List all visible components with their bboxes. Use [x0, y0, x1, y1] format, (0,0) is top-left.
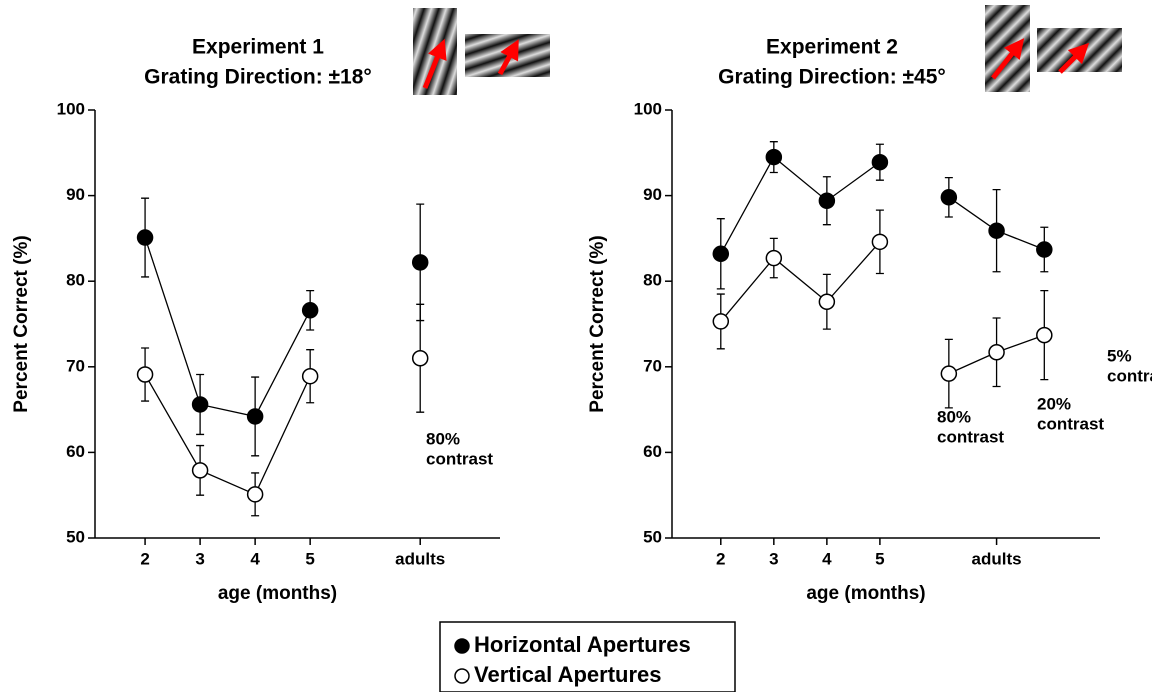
data-point: [136, 229, 154, 246]
data-point: [765, 249, 783, 267]
chart-title: Grating Direction: ±18°: [144, 66, 372, 89]
y-tick-label: 90: [66, 185, 85, 204]
x-tick-label: adults: [972, 549, 1022, 568]
y-tick-label: 70: [66, 356, 85, 375]
data-point: [191, 396, 209, 413]
x-tick-label: 3: [769, 549, 778, 568]
x-tick-label: 4: [250, 549, 260, 568]
x-axis-label: age (months): [806, 583, 925, 604]
data-point: [136, 366, 154, 383]
y-tick-label: 50: [66, 527, 85, 546]
legend-marker: [454, 668, 470, 684]
data-point: [411, 349, 429, 367]
annotation: contrast: [1037, 414, 1104, 433]
x-tick-label: 2: [716, 549, 725, 568]
data-point: [1036, 326, 1053, 344]
data-point: [191, 462, 209, 479]
chart-title: Experiment 1: [192, 36, 324, 59]
annotation: contrast: [426, 449, 493, 468]
x-tick-label: 5: [875, 549, 884, 568]
data-point: [246, 486, 264, 503]
y-axis-label: Percent Correct (%): [11, 235, 32, 412]
chart-title: Grating Direction: ±45°: [718, 66, 946, 89]
legend-marker: [454, 638, 470, 654]
data-point: [988, 222, 1005, 239]
data-point: [712, 313, 730, 330]
data-point: [940, 365, 958, 382]
data-point: [246, 408, 264, 425]
chart-title: Experiment 2: [766, 36, 898, 59]
annotation: 80%: [937, 407, 971, 426]
x-axis-label: age (months): [218, 583, 337, 604]
data-point: [301, 302, 319, 319]
y-tick-label: 90: [643, 185, 662, 204]
x-tick-label: 2: [140, 549, 149, 568]
annotation: 5%: [1107, 346, 1132, 365]
data-point: [818, 293, 836, 310]
y-tick-label: 50: [643, 527, 662, 546]
annotation: 80%: [426, 429, 460, 448]
data-point: [411, 254, 429, 271]
data-point: [940, 189, 958, 206]
y-tick-label: 100: [634, 99, 662, 118]
y-tick-label: 80: [66, 271, 85, 290]
y-tick-label: 70: [643, 356, 662, 375]
y-axis-label: Percent Correct (%): [587, 235, 608, 412]
y-tick-label: 60: [66, 442, 85, 461]
data-point: [1036, 241, 1053, 258]
annotation: contrast: [1107, 366, 1152, 385]
x-tick-label: 4: [822, 549, 832, 568]
stimulus-icons: [413, 5, 1122, 95]
annotation: contrast: [937, 427, 1004, 446]
x-tick-label: 5: [305, 549, 314, 568]
data-point: [818, 192, 836, 209]
series-line: [145, 238, 420, 417]
y-tick-label: 100: [57, 99, 85, 118]
data-point: [871, 153, 889, 171]
x-tick-label: 3: [195, 549, 204, 568]
x-tick-label: adults: [395, 549, 445, 568]
data-point: [765, 148, 783, 166]
data-point: [871, 233, 889, 251]
legend-label: Vertical Apertures: [474, 662, 662, 687]
legend-label: Horizontal Apertures: [474, 632, 691, 657]
y-tick-label: 60: [643, 442, 662, 461]
y-tick-label: 80: [643, 271, 662, 290]
data-point: [988, 343, 1005, 361]
annotation: 20%: [1037, 394, 1071, 413]
data-point: [301, 367, 319, 385]
legend-box: [439, 621, 736, 692]
data-point: [712, 245, 730, 263]
series-line: [145, 358, 420, 494]
